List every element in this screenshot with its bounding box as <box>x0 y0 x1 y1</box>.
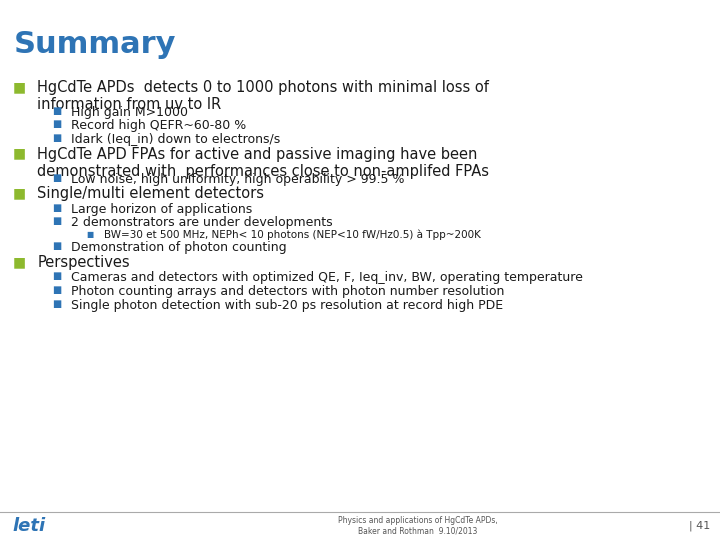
Text: Cameras and detectors with optimized QE, F, Ieq_inv, BW, operating temperature: Cameras and detectors with optimized QE,… <box>71 272 582 285</box>
Text: HgCdTe APDs  detects 0 to 1000 photons with minimal loss of
information from uv : HgCdTe APDs detects 0 to 1000 photons wi… <box>37 80 490 112</box>
Text: Record high QEFR~60-80 %: Record high QEFR~60-80 % <box>71 119 246 132</box>
Text: ■: ■ <box>52 172 61 183</box>
Text: ■: ■ <box>86 230 94 239</box>
Text: Summary: Summary <box>14 30 176 59</box>
Text: Photon counting arrays and detectors with photon number resolution: Photon counting arrays and detectors wit… <box>71 285 504 298</box>
Text: ■: ■ <box>52 299 61 308</box>
Text: High gain M>1000: High gain M>1000 <box>71 106 187 119</box>
Text: Low noise, high uniformity, high operability > 99.5 %: Low noise, high uniformity, high operabi… <box>71 172 404 186</box>
Text: ■: ■ <box>52 216 61 226</box>
Text: ■: ■ <box>13 255 26 269</box>
Text: ■: ■ <box>52 133 61 143</box>
Text: Idark (Ieq_in) down to electrons/s: Idark (Ieq_in) down to electrons/s <box>71 133 280 146</box>
Text: BW=30 et 500 MHz, NEPh< 10 photons (NEP<10 fW/Hz0.5) à Tpp~200K: BW=30 et 500 MHz, NEPh< 10 photons (NEP<… <box>104 230 481 240</box>
Text: ■: ■ <box>52 272 61 281</box>
Text: ■: ■ <box>13 80 26 94</box>
Text: ■: ■ <box>52 119 61 130</box>
Text: HgCdTe APD FPAs for active and passive imaging have been
demonstrated with  perf: HgCdTe APD FPAs for active and passive i… <box>37 146 490 179</box>
Text: Demonstration of photon counting: Demonstration of photon counting <box>71 241 286 254</box>
Text: ■: ■ <box>52 285 61 295</box>
Text: leti: leti <box>12 517 45 535</box>
Text: | 41: | 41 <box>689 521 710 531</box>
Text: ■: ■ <box>13 186 26 200</box>
Text: Single photon detection with sub-20 ps resolution at record high PDE: Single photon detection with sub-20 ps r… <box>71 299 503 312</box>
Text: ■: ■ <box>13 146 26 160</box>
Text: Large horizon of applications: Large horizon of applications <box>71 202 252 215</box>
Text: ■: ■ <box>52 241 61 252</box>
Text: ■: ■ <box>52 106 61 116</box>
Text: 2 demonstrators are under developments: 2 demonstrators are under developments <box>71 216 332 229</box>
Text: Physics and applications of HgCdTe APDs,
Baker and Rothman  9.10/2013: Physics and applications of HgCdTe APDs,… <box>338 516 498 536</box>
Text: Perspectives: Perspectives <box>37 255 130 270</box>
Text: ■: ■ <box>52 202 61 213</box>
Text: Single/multi element detectors: Single/multi element detectors <box>37 186 264 201</box>
